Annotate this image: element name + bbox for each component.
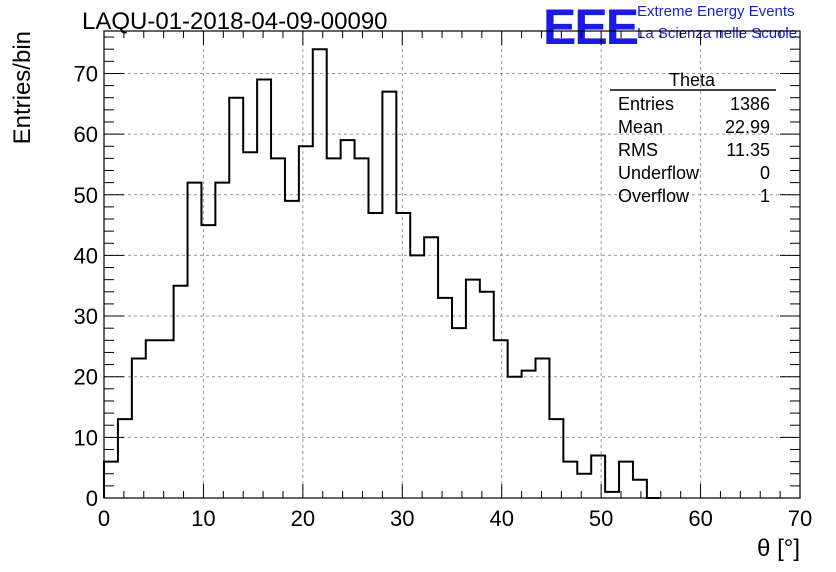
histogram-bin [494, 340, 508, 498]
x-tick-label: 50 [589, 506, 613, 531]
stats-row-label: Entries [618, 94, 674, 114]
eee-logo: EEE Extreme Energy Events La Scienza nel… [543, 0, 833, 55]
y-tick-label: 30 [74, 304, 98, 329]
histogram-bin [257, 80, 271, 498]
axis-ticks [103, 31, 801, 499]
stats-row-label: Underflow [618, 163, 700, 183]
histogram-bin [132, 359, 146, 498]
histogram-bins [103, 48, 661, 499]
stats-row-label: RMS [618, 140, 658, 160]
histogram-bin [536, 359, 550, 498]
histogram-bin [424, 237, 438, 498]
histogram-bin [271, 158, 285, 498]
y-axis-title: Entries/bin [9, 31, 36, 144]
x-tick-label: 10 [191, 506, 215, 531]
y-tick-label: 40 [74, 243, 98, 268]
x-tick-label: 20 [291, 506, 315, 531]
y-tick-label: 50 [74, 183, 98, 208]
y-tick-label: 20 [74, 365, 98, 390]
stats-row-value: 22.99 [725, 117, 770, 137]
histogram-bin [243, 152, 257, 498]
stats-row-value: 1386 [730, 94, 770, 114]
histogram-bin [591, 456, 605, 498]
histogram-bin [229, 98, 243, 498]
stats-row-value: 0 [760, 163, 770, 183]
histogram-bin [341, 140, 355, 498]
logo-letters: EEE [543, 0, 639, 55]
histogram-bin [466, 280, 480, 498]
stats-row-value: 11.35 [726, 140, 770, 160]
stats-title: Theta [669, 70, 716, 90]
histogram-bin [438, 298, 452, 498]
x-tick-label: 30 [390, 506, 414, 531]
histogram-bin [577, 474, 591, 498]
histogram-outline [103, 48, 661, 499]
x-tick-label: 0 [98, 506, 110, 531]
histogram-bin [327, 158, 341, 498]
histogram-bin [174, 286, 188, 498]
histogram-bin [188, 183, 202, 498]
grid-lines [104, 31, 800, 498]
histogram-bin [104, 462, 118, 498]
histogram-bin [160, 340, 174, 498]
histogram-bin [452, 328, 466, 498]
histogram-bin [215, 183, 229, 498]
histogram-bin [480, 292, 494, 498]
histogram-bin [355, 158, 369, 498]
y-tick-label: 10 [74, 425, 98, 450]
histogram-bin [563, 462, 577, 498]
x-tick-label: 60 [688, 506, 712, 531]
y-tick-label: 0 [86, 486, 98, 511]
histogram-bin [522, 371, 536, 498]
histogram-bin [633, 480, 647, 498]
y-tick-label: 70 [74, 61, 98, 86]
histogram-bin [146, 340, 160, 498]
histogram-bin [299, 146, 313, 498]
stats-row-value: 1 [760, 186, 770, 206]
histogram-bin [313, 49, 327, 498]
stats-row-label: Mean [618, 117, 663, 137]
y-tick-label: 60 [74, 122, 98, 147]
plot-frame [103, 30, 801, 499]
histogram-bin [549, 419, 563, 498]
stats-box: Theta Entries 1386 Mean 22.99 RMS 11.35 Underf… [610, 70, 776, 206]
logo-line-2: La Scienza nelle Scuole [637, 25, 798, 42]
logo-line-1: Extreme Energy Events [637, 3, 795, 20]
stats-row-label: Overflow [618, 186, 690, 206]
histogram-bin [285, 201, 299, 498]
histogram-bin [118, 419, 132, 498]
x-axis-title: θ [°] [757, 535, 800, 562]
x-tick-label: 40 [489, 506, 513, 531]
x-tick-label: 70 [788, 506, 812, 531]
